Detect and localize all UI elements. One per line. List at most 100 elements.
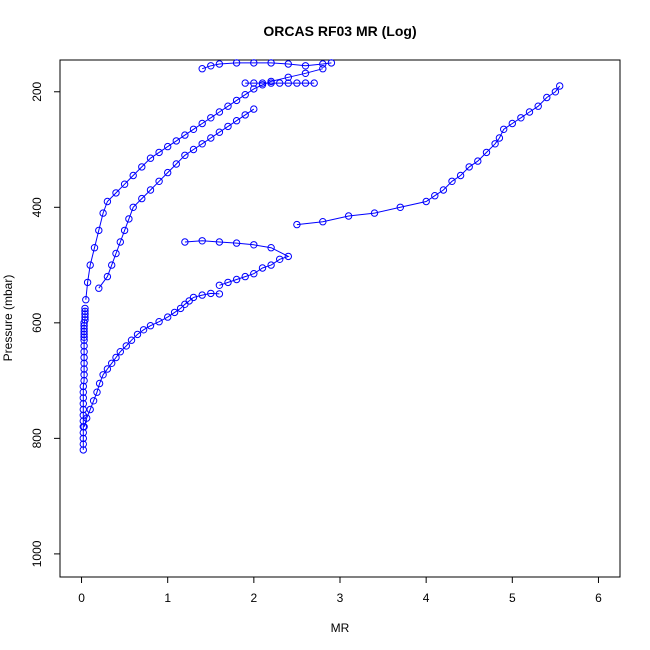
data-point [112, 249, 120, 258]
data-point [207, 114, 215, 122]
data-point [80, 376, 88, 385]
series-main-core-column [82, 65, 327, 304]
data-point [293, 220, 301, 229]
x-axis: 0 1 2 3 4 5 6 [78, 576, 602, 605]
data-point [80, 319, 88, 327]
data-point [122, 342, 131, 350]
data-point [116, 348, 125, 356]
data-point [319, 65, 327, 73]
data-point [258, 264, 267, 272]
data-point [80, 342, 88, 350]
data-point [189, 125, 198, 134]
data-point [80, 324, 88, 333]
data-point [250, 79, 258, 87]
data-point [284, 252, 292, 261]
data-point [232, 59, 241, 67]
data-point [198, 119, 206, 128]
data-point [138, 194, 146, 203]
data-point [448, 177, 456, 186]
data-point [439, 186, 448, 194]
chart-title: ORCAS RF03 MR (Log) [263, 23, 416, 39]
data-point [543, 93, 551, 102]
y-axis: 200 400 600 800 1000 [30, 81, 61, 567]
y-tick-label: 600 [30, 313, 44, 333]
data-point [86, 405, 94, 414]
data-point [491, 140, 499, 148]
data-point [267, 261, 275, 269]
data-point [232, 117, 241, 125]
data-point [241, 91, 249, 99]
data-point [79, 446, 88, 454]
data-point [207, 62, 215, 70]
data-point [80, 359, 88, 367]
series-line [202, 62, 332, 70]
data-point [198, 291, 206, 299]
data-point [207, 289, 215, 298]
data-point [250, 270, 258, 278]
data-point [482, 148, 491, 157]
data-point [108, 261, 116, 269]
data-point [556, 82, 564, 90]
y-tick-label: 1000 [30, 540, 44, 567]
data-point [474, 157, 482, 165]
data-point [103, 197, 112, 206]
data-point [146, 186, 155, 194]
data-point [80, 322, 88, 330]
data-point [89, 397, 98, 405]
data-point [301, 79, 310, 87]
data-point [83, 278, 92, 287]
data-point [207, 134, 215, 142]
data-point [284, 73, 292, 82]
data-point [155, 318, 163, 326]
data-point [81, 316, 89, 324]
data-point [80, 336, 88, 344]
data-point [170, 308, 179, 317]
series-moist-layer-profile [80, 289, 224, 431]
x-tick-label: 0 [78, 591, 85, 605]
data-point [82, 296, 90, 304]
data-point [327, 59, 336, 67]
data-point [112, 353, 120, 362]
data-point [95, 379, 104, 388]
data-point [258, 79, 267, 87]
data-point [181, 151, 189, 160]
data-point [146, 322, 155, 330]
data-point [81, 304, 89, 313]
data-point [215, 128, 224, 136]
data-point [129, 203, 137, 212]
data-point [232, 239, 241, 247]
data-point [155, 177, 163, 186]
x-tick-label: 2 [251, 591, 258, 605]
data-point [80, 348, 88, 356]
data-point [181, 238, 189, 246]
data-point [90, 244, 99, 252]
x-tick-label: 4 [423, 591, 430, 605]
data-point [344, 212, 353, 220]
data-point [80, 333, 88, 341]
data-point [99, 371, 107, 379]
data-point [224, 122, 232, 131]
data-point [224, 278, 232, 287]
y-tick-label: 400 [30, 197, 44, 217]
data-point [81, 313, 89, 321]
data-point [319, 218, 327, 226]
series-line [98, 108, 255, 289]
data-point [80, 423, 88, 431]
data-point [172, 137, 181, 145]
data-point [241, 272, 249, 281]
data-point [267, 79, 275, 87]
data-point [276, 79, 284, 87]
data-point [120, 180, 129, 188]
data-point [129, 171, 137, 180]
series-mid-level-branch [181, 237, 292, 289]
data-point [422, 197, 430, 206]
data-point [431, 192, 439, 200]
data-point [103, 272, 112, 281]
data-point [112, 189, 120, 197]
data-point [215, 238, 224, 246]
data-point [215, 60, 224, 68]
data-point [83, 414, 91, 422]
data-point [79, 394, 88, 402]
data-point [232, 275, 241, 284]
series-layer [79, 59, 564, 454]
